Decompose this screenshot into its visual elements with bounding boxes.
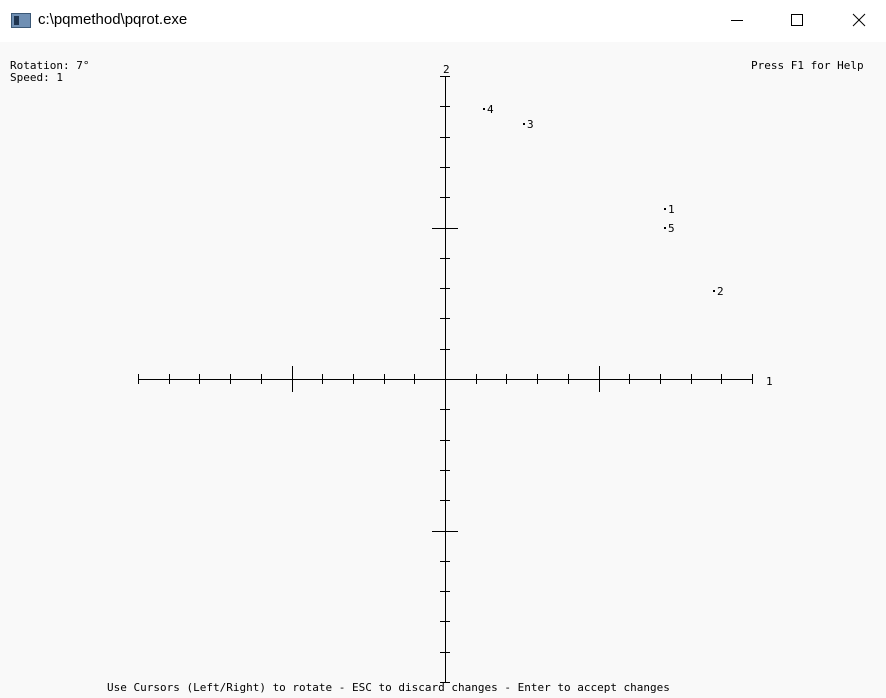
factor-point-label: 1 [668, 203, 675, 216]
title-bar[interactable]: c:\pqmethod\pqrot.exe [0, 0, 886, 42]
factor-point-label: 3 [527, 118, 534, 131]
instructions-text: Use Cursors (Left/Right) to rotate - ESC… [107, 681, 670, 694]
speed-readout: Speed: 1 [10, 71, 63, 84]
factor-point [713, 290, 715, 292]
factor-point [664, 208, 666, 210]
console-area[interactable]: Rotation: 7° Speed: 1 Press F1 for Help … [0, 42, 886, 698]
window-title: c:\pqmethod\pqrot.exe [38, 11, 188, 28]
minimize-button[interactable] [714, 0, 760, 40]
console-app-icon[interactable] [11, 13, 31, 28]
close-button[interactable] [836, 0, 882, 40]
maximize-button[interactable] [774, 0, 820, 40]
close-icon [852, 13, 866, 27]
factor-point-label: 2 [717, 285, 724, 298]
minimize-icon [731, 20, 743, 21]
factor-point-label: 5 [668, 222, 675, 235]
factor-points: 1 2 3 4 5 [483, 103, 724, 298]
x-axis-label: 1 [766, 375, 773, 388]
rotation-readout: Rotation: 7° [10, 59, 90, 72]
factor-point [483, 108, 485, 110]
y-axis-label: 2 [443, 63, 450, 76]
maximize-icon [791, 14, 803, 26]
axes [138, 76, 753, 683]
help-hint: Press F1 for Help [751, 59, 864, 72]
factor-point [523, 123, 525, 125]
factor-point-label: 4 [487, 103, 494, 116]
factor-point [664, 227, 666, 229]
